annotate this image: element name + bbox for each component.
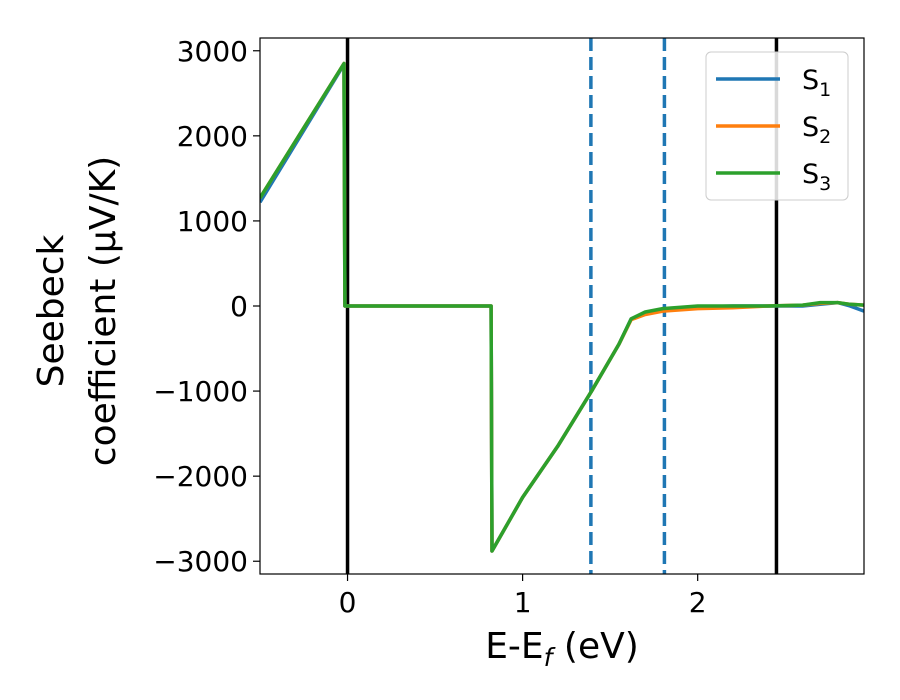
y-tick-label-3: 0	[230, 290, 248, 323]
y-axis-ticks: 3000 2000 1000 0 −1000 −2000 −3000	[153, 35, 260, 578]
y-tick-label-6: −3000	[153, 545, 248, 578]
y-tick-label-4: −1000	[153, 375, 248, 408]
x-tick-label-2: 2	[689, 586, 707, 619]
y-axis-title: Seebeck coefficient (μV/K)	[31, 156, 124, 466]
y-tick-label-2: 1000	[177, 205, 248, 238]
x-axis-ticks: 0 1 2	[339, 574, 707, 619]
series-line-3	[260, 61, 864, 553]
y-tick-label-1: 2000	[177, 120, 248, 153]
y-axis-title-line1: Seebeck	[31, 234, 72, 387]
legend-label-2: S2	[802, 112, 831, 148]
x-tick-label-0: 0	[339, 586, 357, 619]
y-tick-label-0: 3000	[177, 35, 248, 68]
legend: S1 S2 S3	[705, 51, 849, 201]
legend-label-1: S1	[802, 65, 831, 101]
y-axis-title-line2: coefficient (μV/K)	[83, 156, 124, 466]
x-tick-label-1: 1	[514, 586, 532, 619]
y-tick-label-5: −2000	[153, 460, 248, 493]
x-axis-title: E-Ef (eV)	[485, 626, 639, 672]
legend-label-3: S3	[802, 159, 831, 195]
series-lines	[260, 61, 864, 553]
